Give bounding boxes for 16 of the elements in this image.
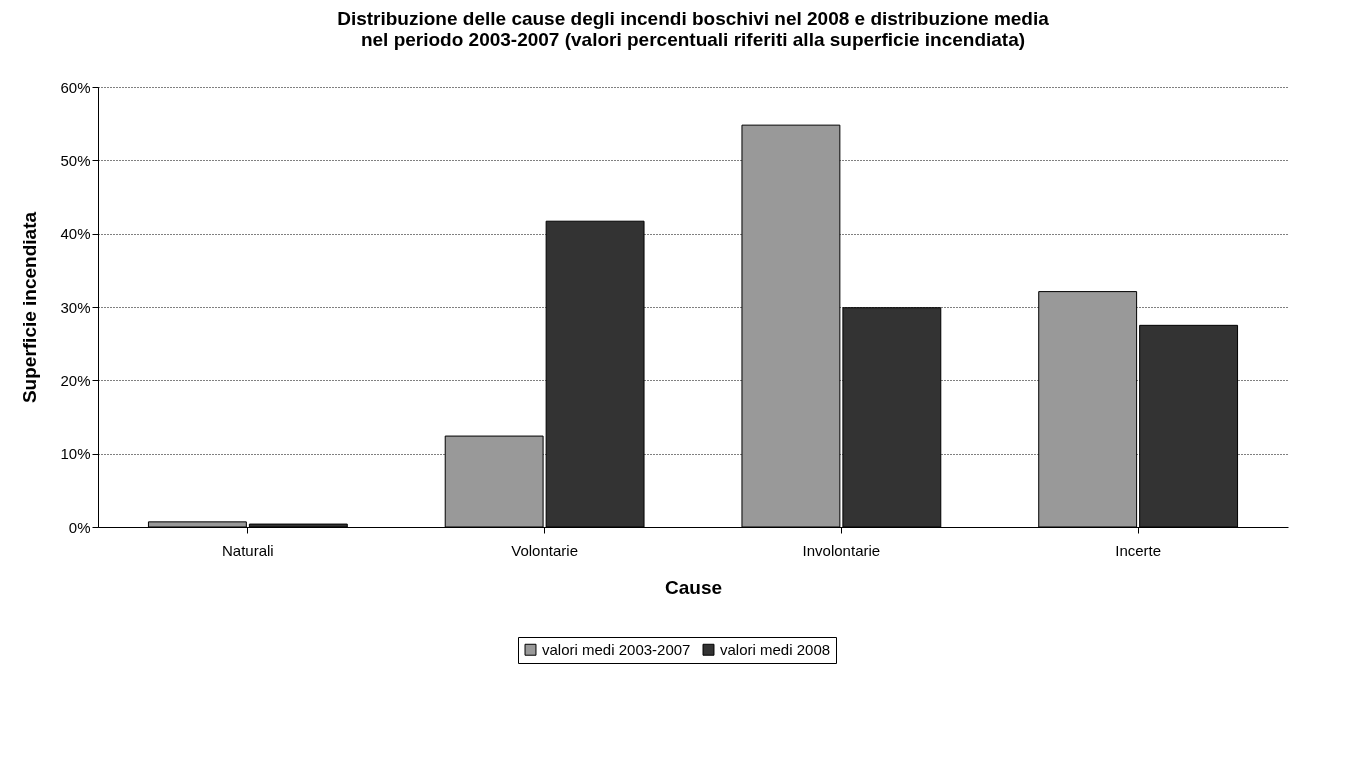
x-tick-label: Incerte xyxy=(1115,541,1162,559)
legend-label: valori medi 2008 xyxy=(720,640,831,658)
chart-title: Distribuzione delle cause degli incendi boschivi nel 2008 e distribuzione media nel periodo 2003-2007 (valori percentuali riferiti alla superficie incendiata) xyxy=(337,8,1050,50)
x-tick-label: Naturali xyxy=(222,541,274,559)
x-tick-label: Volontarie xyxy=(511,541,578,559)
y-tick-label: 20% xyxy=(60,371,91,389)
legend-label: valori medi 2003-2007 xyxy=(542,640,691,658)
y-tick-label: 0% xyxy=(68,518,91,536)
x-axis-title: Cause xyxy=(664,576,723,598)
y-tick-label: 50% xyxy=(60,151,91,169)
y-tick-label: 40% xyxy=(60,225,91,243)
y-tick-label: 30% xyxy=(60,298,91,316)
y-axis-title: Superficie incendiata xyxy=(19,211,41,404)
y-tick-label: 60% xyxy=(60,78,91,96)
y-tick-label: 10% xyxy=(60,445,91,463)
x-tick-label: Involontarie xyxy=(802,541,881,559)
